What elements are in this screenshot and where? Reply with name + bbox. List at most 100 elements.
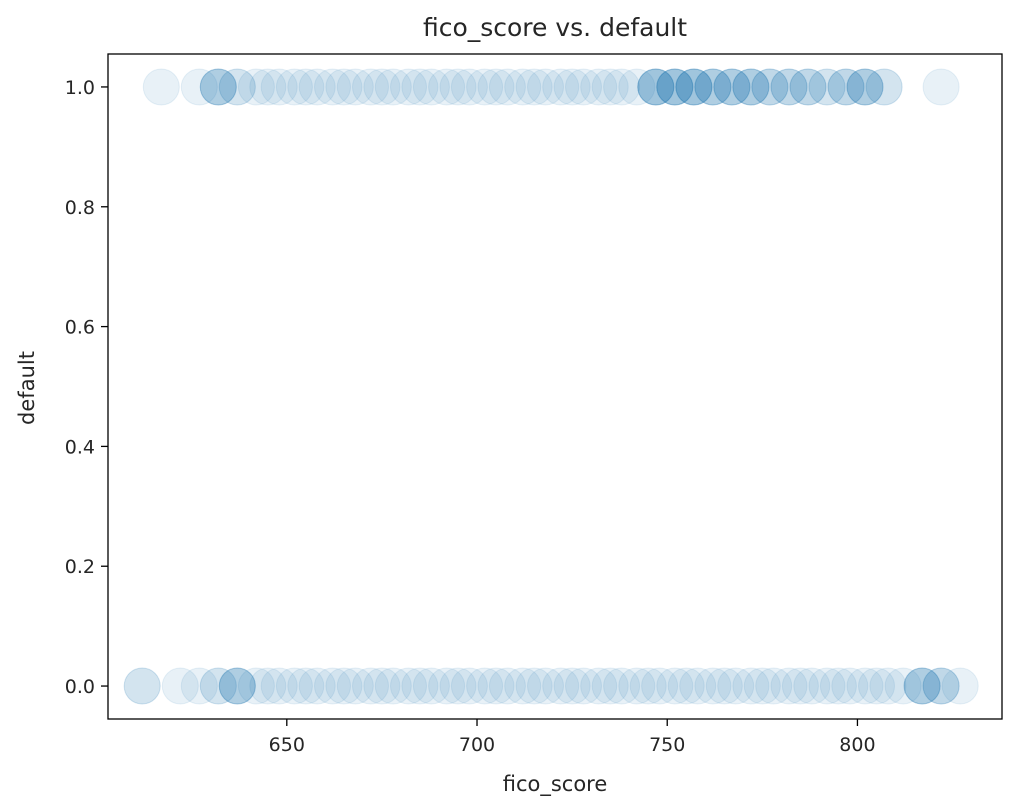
data-point (922, 667, 960, 705)
data-point (591, 68, 629, 106)
data-point (161, 667, 199, 705)
data-point (743, 667, 781, 705)
data-point (374, 667, 412, 705)
data-point (488, 68, 526, 106)
data-point (694, 68, 732, 106)
data-point (542, 667, 580, 705)
data-point (808, 68, 846, 106)
data-point (618, 667, 656, 705)
y-tick-label: 1.0 (65, 77, 95, 99)
data-point (336, 667, 374, 705)
data-point (450, 667, 488, 705)
data-point (374, 68, 412, 106)
data-point (846, 68, 884, 106)
data-point (199, 68, 237, 106)
data-point (819, 667, 857, 705)
data-point (675, 68, 713, 106)
x-axis: 650 700 750 800 (269, 719, 876, 756)
data-point (694, 667, 732, 705)
data-point (553, 68, 591, 106)
data-point (846, 68, 884, 106)
y-tick-label: 0.8 (65, 197, 95, 219)
data-point (675, 68, 713, 106)
data-point (428, 68, 466, 106)
data-point (922, 667, 960, 705)
data-point (694, 68, 732, 106)
data-point (713, 68, 751, 106)
data-point (515, 667, 553, 705)
data-point (439, 667, 477, 705)
y-tick-label: 0.4 (65, 436, 95, 458)
data-point (439, 68, 477, 106)
data-point (477, 68, 515, 106)
data-point (713, 68, 751, 106)
data-point (199, 68, 237, 106)
data-point (641, 667, 679, 705)
data-point (199, 667, 237, 705)
data-point (618, 68, 656, 106)
data-point (637, 68, 675, 106)
data-point (675, 68, 713, 106)
data-point (142, 68, 180, 106)
data-point (858, 667, 895, 705)
data-point (751, 68, 789, 106)
data-point (275, 667, 313, 705)
data-point (656, 68, 694, 106)
data-point (237, 667, 275, 705)
data-point (846, 68, 884, 106)
data-point (865, 68, 903, 106)
data-point (827, 68, 865, 106)
data-point (656, 68, 694, 106)
data-point (903, 667, 941, 705)
data-point (846, 68, 884, 106)
data-point (218, 667, 256, 705)
data-point (732, 68, 770, 106)
data-point (637, 68, 675, 106)
y-axis: 0.0 0.2 0.4 0.6 0.8 1.0 (65, 77, 108, 698)
data-point (515, 68, 553, 106)
data-point (325, 68, 363, 106)
data-point (846, 667, 884, 705)
data-point (941, 667, 979, 705)
data-point (123, 667, 161, 705)
data-point (314, 68, 351, 106)
y-tick-label: 0.0 (65, 676, 95, 698)
data-point (717, 667, 755, 705)
data-point (336, 68, 374, 106)
data-point (298, 68, 336, 106)
data-point (249, 68, 287, 106)
data-point (412, 68, 450, 106)
data-point (412, 667, 450, 705)
data-point (751, 68, 789, 106)
data-point (527, 68, 564, 106)
data-point (352, 68, 389, 106)
data-point (237, 68, 275, 106)
data-point (831, 667, 869, 705)
data-point (675, 68, 713, 106)
data-point (637, 68, 675, 106)
y-tick-label: 0.6 (65, 317, 95, 339)
data-point (199, 68, 237, 106)
data-point (770, 68, 808, 106)
data-point (865, 68, 903, 106)
data-point (770, 68, 808, 106)
data-point (477, 667, 515, 705)
data-point (770, 667, 808, 705)
data-point (275, 68, 313, 106)
data-point (123, 667, 161, 705)
data-point (656, 68, 694, 106)
data-point (565, 667, 602, 705)
data-point (466, 68, 504, 106)
data-point (591, 667, 629, 705)
data-point (199, 667, 237, 705)
data-point (637, 68, 675, 106)
data-point (793, 667, 831, 705)
data-point (781, 667, 819, 705)
data-points (123, 68, 979, 705)
data-point (922, 68, 960, 106)
data-point (667, 667, 705, 705)
data-point (466, 667, 504, 705)
data-point (428, 667, 466, 705)
data-point (565, 68, 602, 106)
data-point (808, 667, 846, 705)
